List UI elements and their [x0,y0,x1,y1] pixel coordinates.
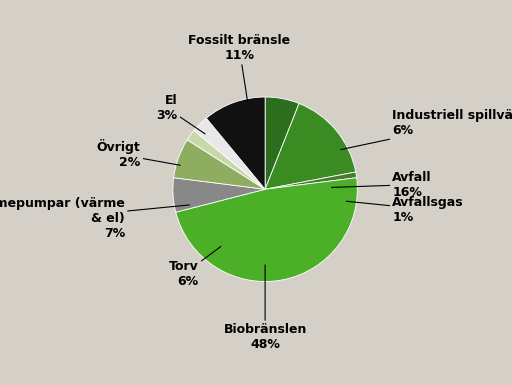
Text: Övrigt
2%: Övrigt 2% [97,139,180,169]
Wedge shape [187,131,265,189]
Wedge shape [176,178,357,281]
Wedge shape [265,104,356,189]
Wedge shape [174,140,265,189]
Text: El
3%: El 3% [156,94,205,134]
Wedge shape [173,178,265,212]
Text: Biobränslen
48%: Biobränslen 48% [223,265,307,351]
Text: Fossilt bränsle
11%: Fossilt bränsle 11% [188,34,290,102]
Wedge shape [194,118,265,189]
Text: Avfallsgas
1%: Avfallsgas 1% [346,196,464,224]
Wedge shape [265,97,299,189]
Text: Industriell spillvärme
6%: Industriell spillvärme 6% [341,109,512,150]
Text: Värmepumpar (värme
& el)
7%: Värmepumpar (värme & el) 7% [0,197,189,240]
Wedge shape [265,172,357,189]
Text: Avfall
16%: Avfall 16% [332,171,432,199]
Text: Torv
6%: Torv 6% [169,246,221,288]
Wedge shape [206,97,265,189]
